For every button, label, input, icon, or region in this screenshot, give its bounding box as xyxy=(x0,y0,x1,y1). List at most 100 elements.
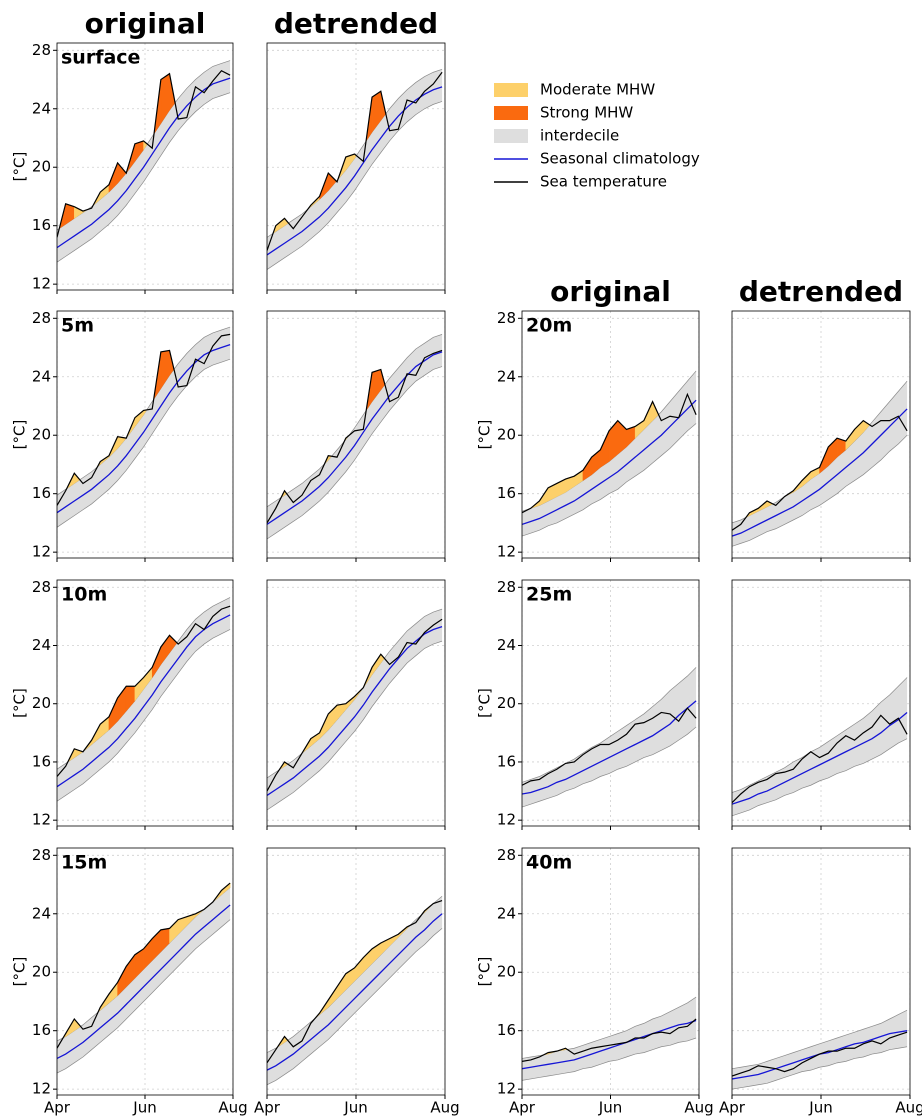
y-tick-label: 16 xyxy=(497,1021,516,1039)
interdecile-band xyxy=(267,69,443,270)
depth-label: 20m xyxy=(526,315,572,337)
band-edge xyxy=(732,1009,908,1070)
plot-area xyxy=(522,848,699,1095)
depth-label: 40m xyxy=(526,852,572,874)
temperature-line xyxy=(57,605,231,777)
band-edge xyxy=(57,919,231,1074)
climatology-line xyxy=(57,77,231,249)
band-edge xyxy=(267,640,443,811)
climatology-line xyxy=(57,904,231,1060)
band-edge xyxy=(522,423,697,537)
y-tick-label: 20 xyxy=(32,158,51,176)
y-tick-label: 16 xyxy=(497,484,516,502)
temperature-line xyxy=(267,71,443,251)
plot-area xyxy=(522,580,699,826)
plot-area xyxy=(267,43,445,290)
y-tick-label: 16 xyxy=(32,484,51,502)
interdecile-band xyxy=(267,334,443,539)
panel xyxy=(266,579,446,830)
y-tick-label: 12 xyxy=(497,543,516,561)
band-edge xyxy=(57,92,231,263)
band-edge xyxy=(57,629,231,802)
depth-label: 5m xyxy=(61,315,94,337)
band-edge xyxy=(732,738,908,817)
y-tick-label: 24 xyxy=(32,367,51,385)
legend-label: Strong MHW xyxy=(540,104,633,122)
y-tick-label: 24 xyxy=(497,367,516,385)
legend-label: Seasonal climatology xyxy=(540,150,700,168)
depth-label: 10m xyxy=(61,584,107,606)
y-tick-label: 20 xyxy=(497,426,516,444)
plot-area xyxy=(732,848,910,1095)
interdecile-band xyxy=(57,887,231,1074)
band-edge xyxy=(522,667,697,783)
panel: 10m 12 16 20 24 28 [°C] xyxy=(11,578,234,830)
y-tick-label: 12 xyxy=(32,543,51,561)
panel: surface 12 16 20 24 28 [°C] xyxy=(11,41,234,294)
y-axis-label: [°C] xyxy=(11,152,29,182)
climatology-line xyxy=(522,700,697,795)
y-axis-label: [°C] xyxy=(476,688,494,718)
depth-label: 25m xyxy=(526,584,572,606)
y-tick-label: 12 xyxy=(497,811,516,829)
band-edge xyxy=(267,101,443,270)
y-tick-label: 28 xyxy=(497,846,516,864)
y-tick-label: 12 xyxy=(497,1080,516,1098)
band-edge xyxy=(522,726,697,808)
band-edge xyxy=(57,358,231,528)
temperature-line xyxy=(522,1018,697,1062)
band-edge xyxy=(732,677,908,793)
plot-area xyxy=(267,311,445,558)
plot-area xyxy=(732,311,910,558)
temperature-line xyxy=(57,882,231,1049)
y-tick-label: 16 xyxy=(32,752,51,770)
band-edge xyxy=(267,366,443,540)
legend-swatch xyxy=(494,129,528,143)
y-tick-label: 24 xyxy=(32,636,51,654)
y-axis-label: [°C] xyxy=(11,420,29,450)
climatology-line xyxy=(57,343,231,514)
panel xyxy=(731,579,911,830)
y-tick-label: 28 xyxy=(497,309,516,327)
temperature-line xyxy=(267,618,443,792)
x-tick-label: Jun xyxy=(598,1099,622,1117)
interdecile-band xyxy=(732,381,908,547)
temperature-line xyxy=(57,70,231,238)
climatology-line xyxy=(57,614,231,788)
temperature-line xyxy=(522,392,697,514)
temperature-line xyxy=(732,415,908,531)
x-tick-label: Jun xyxy=(808,1099,832,1117)
interdecile-band xyxy=(522,997,697,1081)
y-tick-label: 24 xyxy=(32,904,51,922)
legend-label: interdecile xyxy=(540,127,619,145)
climatology-line xyxy=(522,399,697,526)
interdecile-band xyxy=(267,896,443,1085)
y-axis-label: [°C] xyxy=(476,957,494,987)
y-tick-label: 16 xyxy=(497,752,516,770)
y-tick-label: 24 xyxy=(497,636,516,654)
y-tick-label: 28 xyxy=(32,41,51,59)
column-title: original xyxy=(85,7,206,40)
y-tick-label: 20 xyxy=(497,694,516,712)
climatology-line xyxy=(267,351,443,525)
x-tick-label: Apr xyxy=(719,1099,746,1117)
depth-label: 15m xyxy=(61,852,107,874)
y-axis-label: [°C] xyxy=(11,957,29,987)
temperature-line xyxy=(732,714,908,804)
y-tick-label: 28 xyxy=(497,578,516,596)
x-tick-label: Apr xyxy=(44,1099,71,1117)
interdecile-band xyxy=(522,370,697,537)
y-tick-label: 24 xyxy=(497,904,516,922)
plot-area xyxy=(267,580,445,826)
mhw-fill xyxy=(600,430,610,468)
panel xyxy=(266,310,446,562)
panel: 25m 12 16 20 24 28 [°C] xyxy=(476,578,700,830)
legend-swatch xyxy=(494,106,528,120)
interdecile-band xyxy=(732,677,908,816)
y-tick-label: 16 xyxy=(32,1021,51,1039)
legend-swatch xyxy=(494,83,528,97)
x-tick-label: Jun xyxy=(343,1099,367,1117)
plot-area xyxy=(267,848,445,1095)
plot-area xyxy=(522,311,699,558)
